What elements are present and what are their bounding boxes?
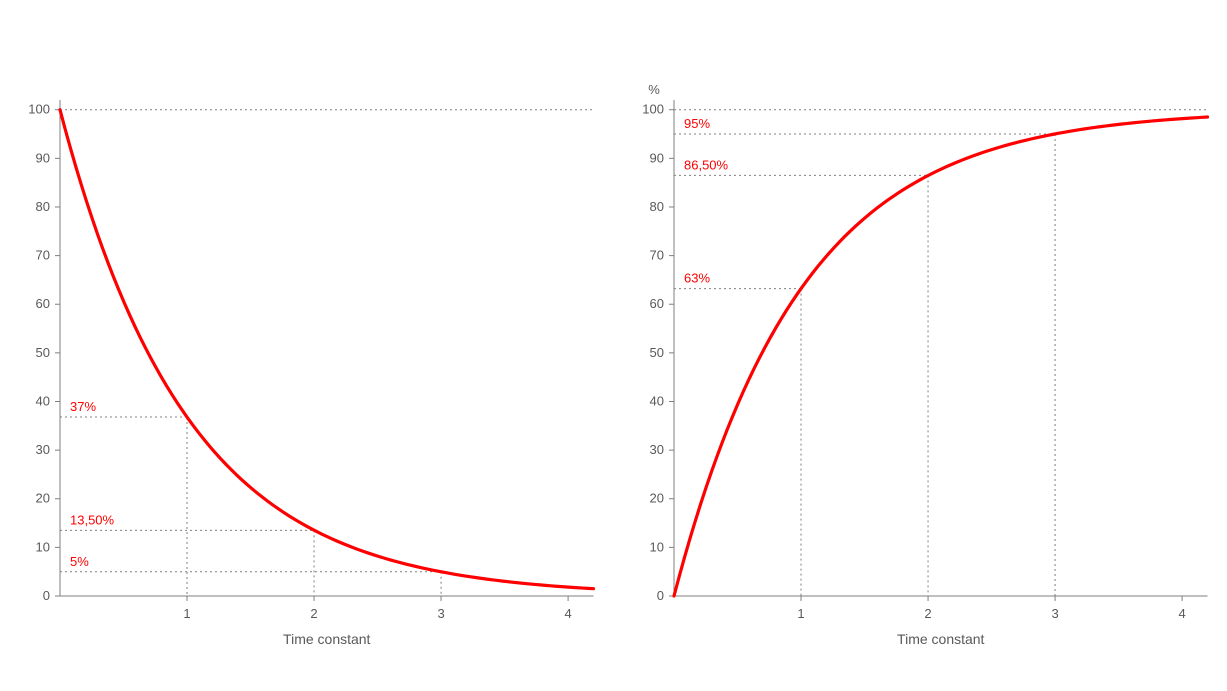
series-line (60, 110, 594, 589)
y-tick-label: 50 (36, 345, 50, 360)
y-tick-label: 70 (649, 248, 663, 263)
annotation-label: 95% (684, 116, 710, 131)
y-tick-label: 10 (36, 539, 50, 554)
x-tick-label: 3 (437, 606, 444, 621)
series-line (674, 117, 1208, 596)
y-tick-label: 0 (43, 588, 50, 603)
x-axis-label: Time constant (283, 631, 371, 647)
annotation-label: 13,50% (70, 512, 115, 527)
annotation-label: 37% (70, 399, 96, 414)
x-tick-label: 1 (183, 606, 190, 621)
annotation-label: 86,50% (684, 157, 729, 172)
right-panel: 0 10 20 30 40 50 60 70 80 90 100 1 2 3 4 Time constant%… (614, 0, 1227, 691)
x-tick-label: 1 (797, 606, 804, 621)
y-tick-label: 0 (656, 588, 663, 603)
x-tick-label: 4 (564, 606, 571, 621)
y-tick-label: 30 (36, 442, 50, 457)
y-tick-label: 90 (36, 150, 50, 165)
y-tick-label: 40 (36, 393, 50, 408)
y-tick-label: 30 (649, 442, 663, 457)
left-panel: 0 10 20 30 40 50 60 70 80 90 100 1 2 3 4 Time constant 3… (0, 0, 614, 691)
y-tick-label: 80 (36, 199, 50, 214)
y-axis-symbol: % (648, 82, 660, 97)
y-tick-label: 20 (649, 491, 663, 506)
x-tick-label: 4 (1178, 606, 1185, 621)
x-tick-label: 3 (1051, 606, 1058, 621)
x-axis-label: Time constant (897, 631, 985, 647)
y-tick-label: 90 (649, 150, 663, 165)
y-tick-label: 100 (28, 102, 50, 117)
y-tick-label: 10 (649, 539, 663, 554)
annotation-label: 63% (684, 271, 710, 286)
y-tick-label: 60 (36, 296, 50, 311)
right-chart: 0 10 20 30 40 50 60 70 80 90 100 1 2 3 4 Time constant%… (614, 0, 1227, 691)
y-tick-label: 60 (649, 296, 663, 311)
x-tick-label: 2 (310, 606, 317, 621)
y-tick-label: 20 (36, 491, 50, 506)
x-tick-label: 2 (924, 606, 931, 621)
y-tick-label: 100 (642, 102, 664, 117)
left-chart: 0 10 20 30 40 50 60 70 80 90 100 1 2 3 4 Time constant 3… (0, 0, 614, 691)
annotation-label: 5% (70, 554, 89, 569)
y-tick-label: 80 (649, 199, 663, 214)
y-tick-label: 70 (36, 248, 50, 263)
y-tick-label: 40 (649, 393, 663, 408)
chart-pair: 01020304050607080901001234Time constant3… (0, 0, 1227, 691)
y-tick-label: 50 (649, 345, 663, 360)
